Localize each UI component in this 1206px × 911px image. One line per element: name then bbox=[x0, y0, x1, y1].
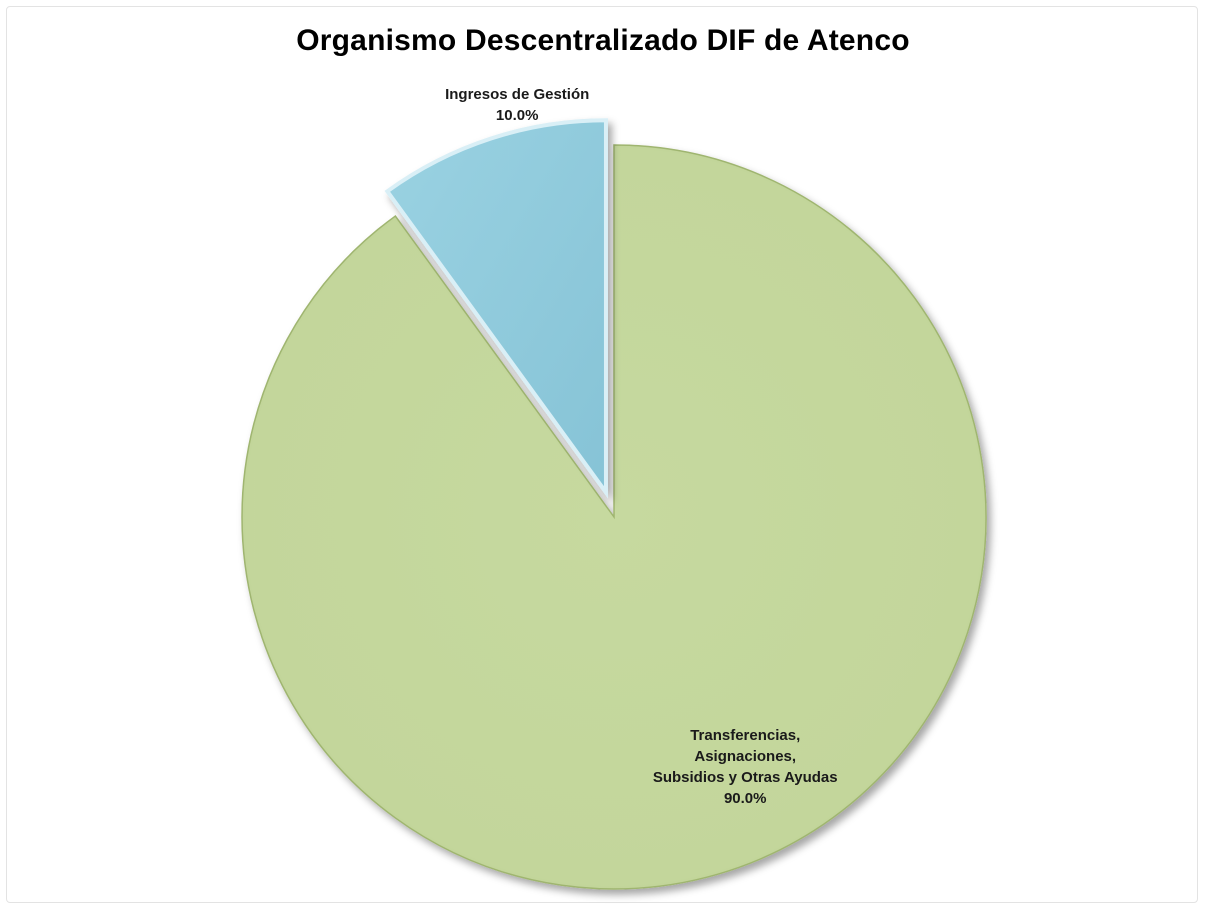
data-label-value: 10.0% bbox=[496, 107, 539, 124]
data-label-category: Transferencias, bbox=[690, 727, 800, 744]
data-label-ingresos-gestion: Ingresos de Gestión 10.0% bbox=[445, 86, 589, 124]
data-label-category: Ingresos de Gestión bbox=[445, 86, 589, 103]
pie-slice-ingresos-gestion bbox=[384, 118, 608, 499]
data-label-transferencias: Transferencias, Asignaciones, Subsidios y … bbox=[653, 727, 838, 807]
chart-title: Organismo Descentralizado DIF de Atenco bbox=[296, 24, 910, 57]
pie-slice-transferencias bbox=[241, 144, 987, 890]
data-label-category: Subsidios y Otras Ayudas bbox=[653, 769, 838, 786]
data-label-category: Asignaciones, bbox=[694, 748, 796, 765]
data-label-value: 90.0% bbox=[724, 790, 767, 807]
